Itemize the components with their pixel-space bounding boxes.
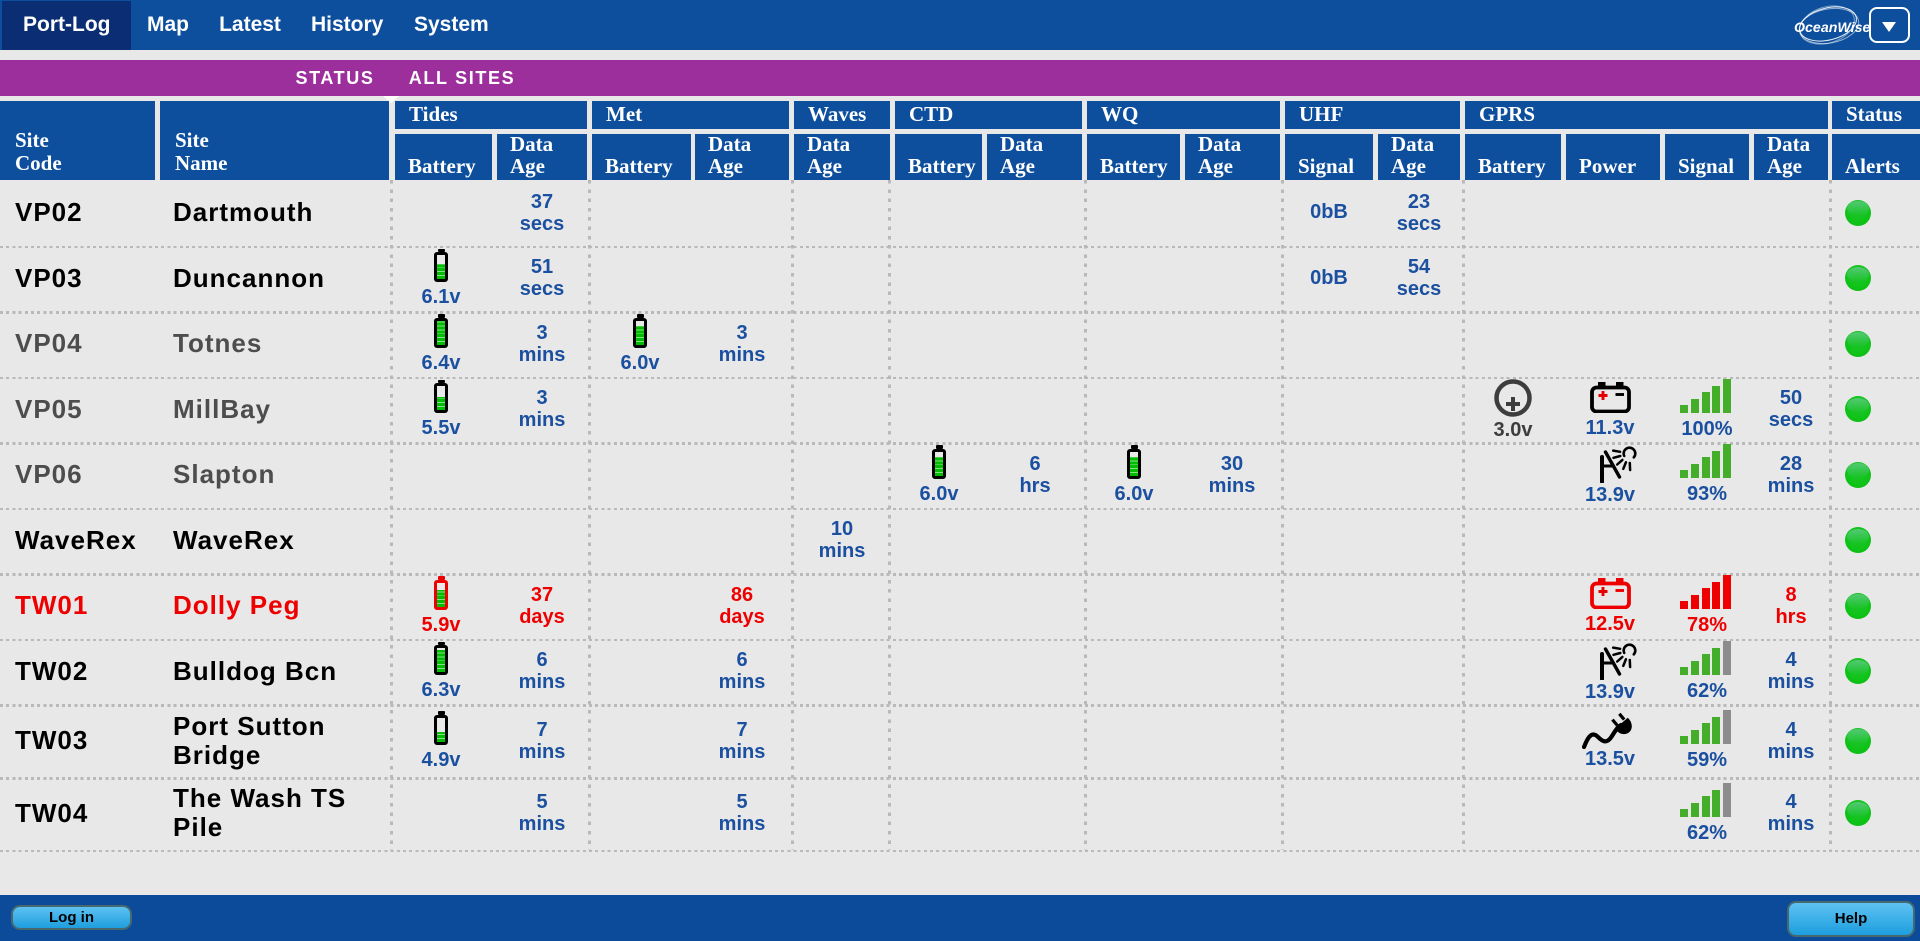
svg-text:OceanWise: OceanWise bbox=[1794, 20, 1870, 36]
